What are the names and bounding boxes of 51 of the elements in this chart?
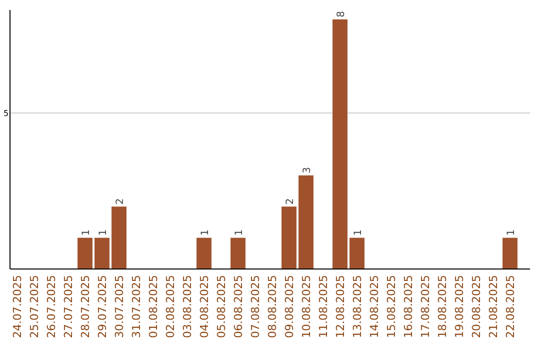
bar — [196, 238, 212, 269]
x-tick-label: 14.08.2025 — [368, 275, 381, 338]
bar — [298, 175, 314, 269]
x-tick-label: 30.07.2025 — [113, 275, 126, 338]
x-tick-label: 26.07.2025 — [45, 275, 58, 338]
data-label: 1 — [353, 229, 364, 236]
bar — [94, 238, 110, 269]
x-tick-label: 20.08.2025 — [470, 275, 483, 338]
data-label: 1 — [234, 229, 245, 236]
x-tick-label: 01.08.2025 — [147, 275, 160, 338]
data-label: 2 — [285, 198, 296, 205]
x-tick-label: 08.08.2025 — [266, 275, 279, 338]
x-tick-label: 22.08.2025 — [504, 275, 517, 338]
bar — [350, 238, 364, 269]
bar — [332, 19, 348, 269]
x-tick-label: 10.08.2025 — [300, 275, 313, 338]
bar — [282, 206, 296, 269]
x-tick-label: 03.08.2025 — [181, 275, 194, 338]
x-tick-label: 27.07.2025 — [62, 275, 75, 338]
x-tick-label: 02.08.2025 — [164, 275, 177, 338]
bar — [230, 238, 246, 269]
x-tick-label: 24.07.2025 — [11, 275, 24, 338]
data-label: 2 — [115, 198, 126, 205]
x-tick-label: 19.08.2025 — [453, 275, 466, 338]
x-tick-label: 31.07.2025 — [130, 275, 143, 338]
x-tick-label: 25.07.2025 — [28, 275, 41, 338]
data-label: 1 — [98, 229, 109, 236]
x-tick-label: 07.08.2025 — [249, 275, 262, 338]
x-tick-label: 18.08.2025 — [436, 275, 449, 338]
x-tick-label: 15.08.2025 — [385, 275, 398, 338]
data-label: 1 — [506, 229, 517, 236]
data-label: 1 — [200, 229, 211, 236]
x-tick-label: 28.07.2025 — [79, 275, 92, 338]
x-tick-label: 29.07.2025 — [96, 275, 109, 338]
bar — [78, 238, 92, 269]
bar — [112, 206, 126, 269]
data-label: 3 — [302, 167, 313, 174]
x-tick-label: 11.08.2025 — [317, 275, 330, 338]
x-tick-label: 17.08.2025 — [419, 275, 432, 338]
x-tick-label: 09.08.2025 — [283, 275, 296, 338]
x-tick-label: 13.08.2025 — [351, 275, 364, 338]
data-label: 8 — [336, 10, 347, 18]
x-tick-label: 06.08.2025 — [232, 275, 245, 338]
x-tick-label: 21.08.2025 — [487, 275, 500, 338]
y-tick-label: 5 — [3, 108, 9, 118]
x-tick-label: 16.08.2025 — [402, 275, 415, 338]
x-tick-label: 12.08.2025 — [334, 275, 347, 338]
x-tick-label: 05.08.2025 — [215, 275, 228, 338]
x-tick-label: 04.08.2025 — [198, 275, 211, 338]
bar — [502, 238, 518, 269]
data-label: 1 — [81, 229, 92, 236]
